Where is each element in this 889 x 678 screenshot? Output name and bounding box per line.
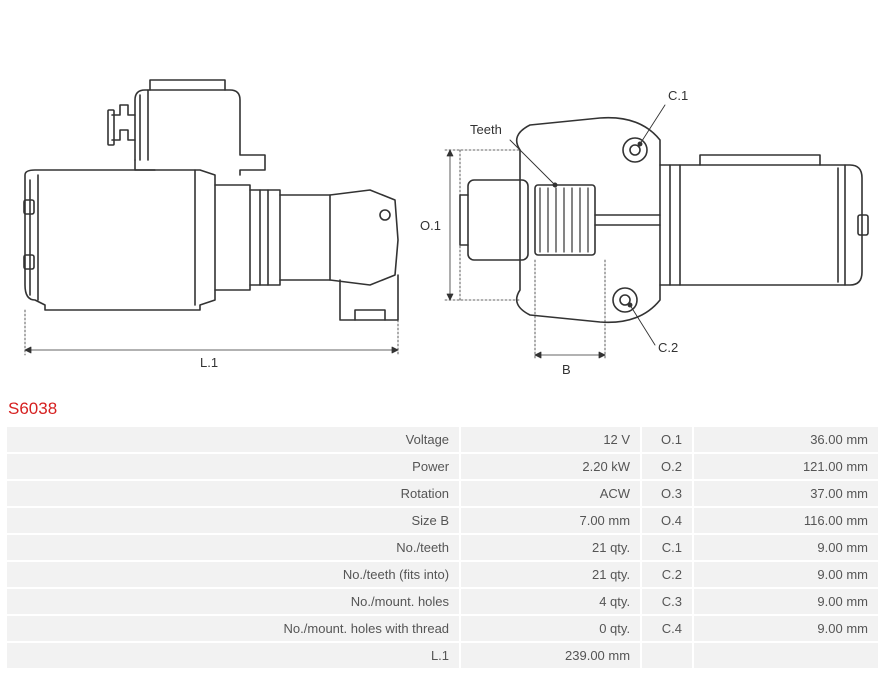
table-row: No./teeth21 qty.C.19.00 mm [7,535,878,560]
spec-value: 9.00 mm [694,535,878,560]
dim-label-L1: L.1 [200,355,218,370]
spec-label: Rotation [7,481,459,506]
spec-label: Size B [7,508,459,533]
spec-value: 7.00 mm [461,508,640,533]
spec-label: O.3 [642,481,692,506]
spec-value [694,643,878,668]
spec-value: 21 qty. [461,562,640,587]
spec-label: C.1 [642,535,692,560]
spec-value: 36.00 mm [694,427,878,452]
spec-label: L.1 [7,643,459,668]
table-row: No./teeth (fits into)21 qty.C.29.00 mm [7,562,878,587]
spec-label: O.4 [642,508,692,533]
table-row: Size B7.00 mmO.4116.00 mm [7,508,878,533]
spec-label: C.2 [642,562,692,587]
table-row: Power2.20 kWO.2121.00 mm [7,454,878,479]
dim-label-B: B [562,362,571,377]
dim-label-O1: O.1 [420,218,441,233]
spec-value: 9.00 mm [694,589,878,614]
spec-label: C.3 [642,589,692,614]
spec-label: O.2 [642,454,692,479]
table-row: L.1239.00 mm [7,643,878,668]
table-row: RotationACWO.337.00 mm [7,481,878,506]
spec-label: No./teeth (fits into) [7,562,459,587]
table-row: Voltage12 VO.136.00 mm [7,427,878,452]
spec-value: 12 V [461,427,640,452]
spec-value: 0 qty. [461,616,640,641]
spec-label: No./teeth [7,535,459,560]
spec-value: 9.00 mm [694,616,878,641]
spec-value: 21 qty. [461,535,640,560]
table-row: No./mount. holes with thread0 qty.C.49.0… [7,616,878,641]
spec-value: 9.00 mm [694,562,878,587]
spec-value: 37.00 mm [694,481,878,506]
specifications-table: Voltage12 VO.136.00 mmPower2.20 kWO.2121… [5,425,880,670]
spec-label: Power [7,454,459,479]
spec-label: O.1 [642,427,692,452]
spec-value: 121.00 mm [694,454,878,479]
dim-label-C2: C.2 [658,340,678,355]
dim-label-teeth: Teeth [470,122,502,137]
table-row: No./mount. holes4 qty.C.39.00 mm [7,589,878,614]
starter-motor-drawings [0,0,889,395]
spec-value: 116.00 mm [694,508,878,533]
spec-label: Voltage [7,427,459,452]
spec-value: 239.00 mm [461,643,640,668]
spec-value: 4 qty. [461,589,640,614]
spec-value: ACW [461,481,640,506]
technical-diagram: L.1 O.1 B Teeth C.1 C.2 [0,0,889,395]
part-number: S6038 [0,395,889,425]
spec-value: 2.20 kW [461,454,640,479]
dim-label-C1: C.1 [668,88,688,103]
spec-label [642,643,692,668]
spec-label: No./mount. holes with thread [7,616,459,641]
spec-label: C.4 [642,616,692,641]
spec-label: No./mount. holes [7,589,459,614]
